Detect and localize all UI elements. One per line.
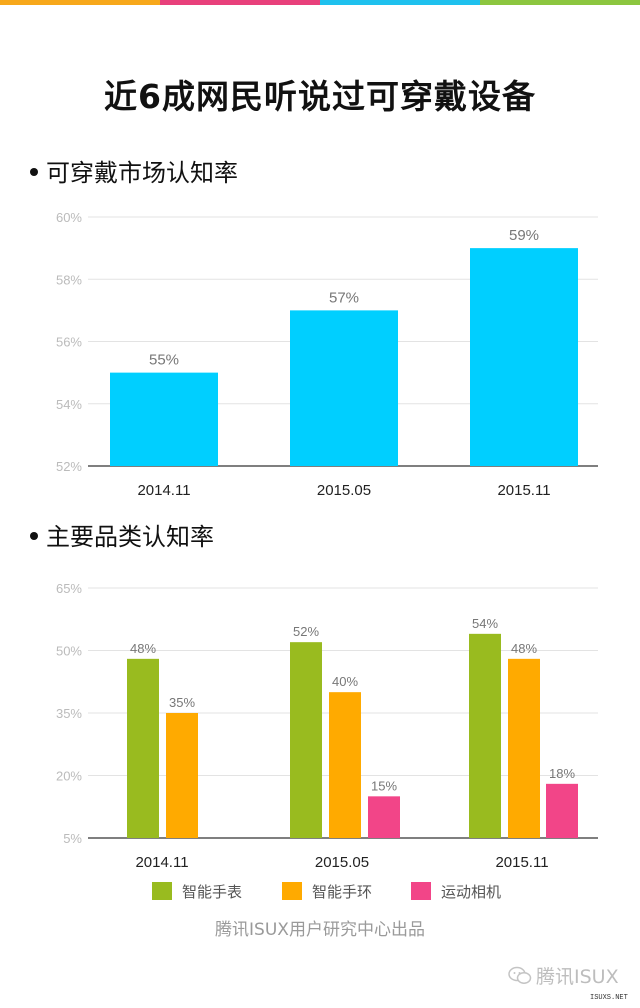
data-label: 40% xyxy=(332,674,358,689)
stripe-pink xyxy=(160,0,320,5)
bar-运动相机-2015.05 xyxy=(368,796,400,838)
data-label: 18% xyxy=(549,766,575,781)
legend-item-band: 智能手环 xyxy=(282,880,372,902)
bar-智能手表-2014.11 xyxy=(127,658,159,838)
footer-credit: 腾讯ISUX用户研究中心出品 xyxy=(215,920,425,940)
bullet-icon xyxy=(30,532,38,540)
section-title-category-text: 主要品类认知率 xyxy=(46,523,214,551)
data-label: 48% xyxy=(511,641,537,656)
stripe-orange xyxy=(0,0,160,5)
legend-item-camera: 运动相机 xyxy=(411,880,501,902)
bar-2015.11 xyxy=(470,248,578,466)
watermark-site: ISUXS.NET xyxy=(590,994,628,1002)
bar-运动相机-2015.11 xyxy=(546,783,578,838)
bullet-icon xyxy=(30,168,38,176)
bar-智能手环-2015.11 xyxy=(508,658,540,838)
x-tick-label: 2014.11 xyxy=(137,482,190,499)
y-tick-label: 35% xyxy=(56,706,82,721)
y-tick-label: 58% xyxy=(56,272,82,287)
y-tick-label: 56% xyxy=(56,335,82,350)
legend-label-camera: 运动相机 xyxy=(441,882,502,901)
bar-2015.05 xyxy=(290,310,398,466)
x-tick-label: 2015.05 xyxy=(317,482,371,499)
legend-label-watch: 智能手表 xyxy=(182,882,243,901)
chart-legend: 智能手表 智能手环 运动相机 xyxy=(0,880,640,902)
y-tick-label: 5% xyxy=(63,831,82,846)
legend-swatch-band xyxy=(282,882,302,900)
section-title-market: 可穿戴市场认知率 xyxy=(30,153,238,188)
data-label: 54% xyxy=(472,616,498,631)
data-label: 55% xyxy=(149,352,179,369)
legend-swatch-watch xyxy=(152,882,172,900)
stripe-cyan xyxy=(320,0,480,5)
legend-item-watch: 智能手表 xyxy=(152,880,242,902)
watermark: 腾讯ISUX xyxy=(508,962,619,989)
x-tick-label: 2014.11 xyxy=(135,854,188,871)
bar-智能手表-2015.11 xyxy=(469,633,501,838)
y-tick-label: 52% xyxy=(56,459,82,474)
section-title-category: 主要品类认知率 xyxy=(30,517,214,552)
y-tick-label: 54% xyxy=(56,397,82,412)
top-color-stripes xyxy=(0,0,640,5)
data-label: 57% xyxy=(329,289,359,306)
x-tick-label: 2015.11 xyxy=(497,482,550,499)
data-label: 52% xyxy=(293,624,319,639)
y-tick-label: 60% xyxy=(56,210,82,225)
data-label: 59% xyxy=(509,227,539,244)
x-tick-label: 2015.05 xyxy=(315,854,369,871)
bar-智能手环-2015.05 xyxy=(329,692,361,838)
market-awareness-chart: 52% 54% 56% 58% 60% 55% 2014.11 57% 2015.05 59% 20… xyxy=(56,210,598,499)
data-label: 35% xyxy=(169,695,195,710)
y-tick-label: 20% xyxy=(56,769,82,784)
bar-智能手环-2014.11 xyxy=(166,713,198,838)
x-tick-label: 2015.11 xyxy=(495,854,548,871)
category-awareness-chart: 5% 20% 35% 50% 65% 48% 35% 2014.11 52% 40% 15% 2015… xyxy=(56,581,598,871)
legend-label-band: 智能手环 xyxy=(312,882,373,901)
section-title-market-text: 可穿戴市场认知率 xyxy=(46,159,238,187)
data-label: 48% xyxy=(130,641,156,656)
watermark-text: 腾讯ISUX xyxy=(536,966,619,988)
legend-swatch-camera xyxy=(411,882,431,900)
bar-智能手表-2015.05 xyxy=(290,642,322,838)
y-tick-label: 50% xyxy=(56,644,82,659)
stripe-green xyxy=(480,0,640,5)
data-label: 15% xyxy=(371,778,397,793)
page-title: 近6成网民听说过可穿戴设备 xyxy=(104,77,536,116)
bar-2014.11 xyxy=(110,372,218,466)
wechat-icon xyxy=(508,966,532,984)
y-tick-label: 65% xyxy=(56,581,82,596)
